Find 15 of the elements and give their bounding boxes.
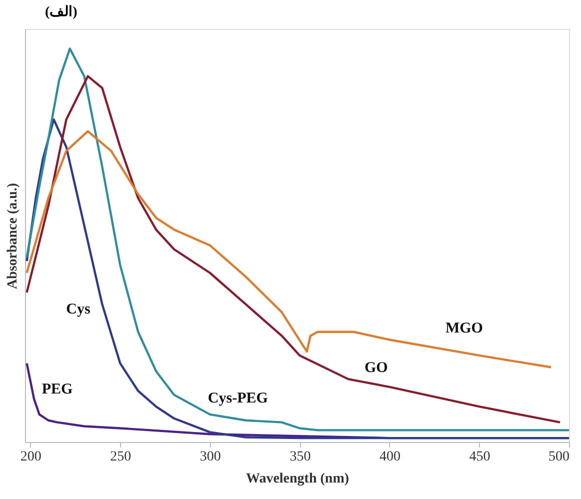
x-tick-label: 450 [469,450,490,464]
series-label: PEG [42,381,74,398]
x-tick-label: 400 [379,450,400,464]
series-label: Cys [66,301,90,318]
x-tick-label: 200 [20,450,42,464]
series-label: MGO [445,320,483,336]
x-tick-label: 300 [200,450,221,464]
chart-title: (الف) [45,5,78,20]
x-tick-label: 250 [110,450,132,464]
series-label: GO [364,360,388,376]
series-label: Cys-PEG [208,390,268,406]
x-tick-label: 350 [290,450,311,464]
x-axis-title: Wavelength (nm) [246,472,350,486]
x-tick-label: 500 [548,450,570,464]
y-axis-title: Absorbance (a.u.) [6,182,20,290]
